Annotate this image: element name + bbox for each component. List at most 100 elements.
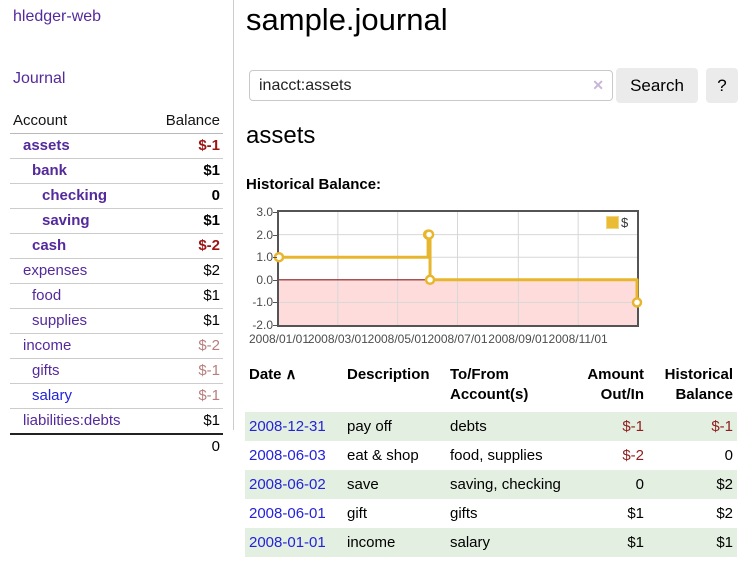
transaction-date-link[interactable]: 2008-06-03 <box>249 447 326 464</box>
chart-x-axis-label: 2008/09/01 <box>488 332 549 346</box>
register-row: 2008-06-02 save saving, checking 0 $2 <box>245 470 737 499</box>
sidebar-accounts-table: Account Balance assets $-1 bank $1 checking 0… <box>10 108 223 459</box>
sort-asc-icon: ∧ <box>285 366 297 383</box>
account-balance: $2 <box>203 262 220 279</box>
cell-amount: $-2 <box>622 447 644 464</box>
account-row: cash $-2 <box>10 234 223 259</box>
account-row: salary $-1 <box>10 384 223 409</box>
register-row: 2008-06-03 eat & shop food, supplies $-2 0 <box>245 441 737 470</box>
search-button[interactable]: Search <box>616 68 698 103</box>
accounts-table-header: Account Balance <box>10 108 223 134</box>
cell-amount: $1 <box>627 534 644 551</box>
column-header-historical: Historical Balance <box>664 366 733 403</box>
chart-y-axis-label: 0.0 <box>256 272 273 287</box>
cell-amount: 0 <box>635 476 644 493</box>
transaction-date-link[interactable]: 2008-06-01 <box>249 505 326 522</box>
account-row: income $-2 <box>10 334 223 359</box>
account-balance: $1 <box>203 162 220 179</box>
account-balance: $1 <box>203 212 220 229</box>
account-link[interactable]: food <box>32 287 62 304</box>
account-balance: $-2 <box>198 237 220 254</box>
account-link[interactable]: income <box>23 337 72 354</box>
account-balance: $1 <box>203 287 220 304</box>
chart-title: Historical Balance: <box>246 176 382 193</box>
chart-x-axis-label: 2008/07/01 <box>427 332 488 346</box>
cell-accounts: food, supplies <box>450 447 543 464</box>
chart-x-axis-label: 2008/03/01 <box>307 332 368 346</box>
search-box: ✕ <box>249 70 613 101</box>
account-link[interactable]: salary <box>32 387 73 404</box>
register-row: 2008-06-01 gift gifts $1 $2 <box>245 499 737 528</box>
chart-x-axis-label: 2008/01/01 <box>248 332 310 346</box>
account-link[interactable]: assets <box>23 137 70 154</box>
register-row: 2008-01-01 income salary $1 $1 <box>245 528 737 557</box>
account-link[interactable]: supplies <box>32 312 88 329</box>
chart-y-axis-label: -1.0 <box>252 295 273 310</box>
cell-amount: $-1 <box>622 418 644 435</box>
chart-y-tick-mark <box>273 257 277 259</box>
account-row: gifts $-1 <box>10 359 223 384</box>
transaction-date-link[interactable]: 2008-12-31 <box>249 418 326 435</box>
account-row: saving $1 <box>10 209 223 234</box>
chart-y-tick-mark <box>273 325 277 326</box>
chart-plot-area <box>273 210 643 327</box>
help-button[interactable]: ? <box>706 68 738 103</box>
brand-link[interactable]: hledger-web <box>13 8 102 25</box>
account-link[interactable]: gifts <box>32 362 60 379</box>
cell-balance: $2 <box>716 505 733 522</box>
account-row: bank $1 <box>10 159 223 184</box>
cell-description: eat & shop <box>347 447 419 464</box>
balance-chart: $ 3.0 2.0 1.0 0.0 -1.0 -2.0 2008/01/01 2008/03/… <box>243 204 703 352</box>
chart-x-axis-label: 2008/11/01 <box>548 332 608 346</box>
legend-swatch-icon <box>606 216 619 229</box>
cell-balance: $2 <box>716 476 733 493</box>
account-row: liabilities:debts $1 <box>10 409 223 433</box>
legend-label: $ <box>621 215 629 230</box>
account-link[interactable]: bank <box>32 162 68 179</box>
cell-description: income <box>347 534 396 551</box>
account-balance: $1 <box>203 312 220 329</box>
chart-x-axis-label: 2008/05/01 <box>367 332 428 346</box>
column-header-description: Description <box>347 366 430 383</box>
chart-y-tick-mark <box>273 234 277 236</box>
account-link[interactable]: expenses <box>23 262 88 279</box>
cell-accounts: debts <box>450 418 487 435</box>
chart-y-axis-label: 1.0 <box>256 250 273 265</box>
account-link[interactable]: checking <box>42 187 108 204</box>
account-balance: $-1 <box>198 362 220 379</box>
accounts-total-value: 0 <box>211 438 220 455</box>
cell-description: pay off <box>347 418 392 435</box>
account-row: assets $-1 <box>10 134 223 159</box>
transaction-date-link[interactable]: 2008-01-01 <box>249 534 326 551</box>
account-heading: assets <box>246 122 316 149</box>
account-balance: $-2 <box>198 337 220 354</box>
cell-balance: $1 <box>716 534 733 551</box>
account-link[interactable]: cash <box>32 237 67 254</box>
cell-description: save <box>347 476 379 493</box>
cell-balance: $-1 <box>711 418 733 435</box>
cell-description: gift <box>347 505 368 522</box>
accounts-header-account: Account <box>13 112 68 129</box>
sidebar-divider <box>233 0 234 430</box>
register-table: Date ∧ Description To/From Account(s) Amount O… <box>245 362 737 557</box>
register-row: 2008-12-31 pay off debts $-1 $-1 <box>245 412 737 441</box>
search-input[interactable] <box>249 70 613 101</box>
account-balance: $-1 <box>198 387 220 404</box>
column-header-tofrom: To/From Account(s) <box>450 366 529 403</box>
account-row: checking 0 <box>10 184 223 209</box>
chart-y-tick-mark <box>273 212 277 213</box>
chart-legend: $ <box>606 215 628 230</box>
account-link[interactable]: saving <box>42 212 90 229</box>
column-header-date[interactable]: Date ∧ <box>249 366 297 383</box>
clear-search-icon[interactable]: ✕ <box>592 77 604 93</box>
account-link[interactable]: liabilities:debts <box>23 412 121 429</box>
account-balance: $1 <box>203 412 220 429</box>
transaction-date-link[interactable]: 2008-06-02 <box>249 476 326 493</box>
account-row: expenses $2 <box>10 259 223 284</box>
nav-journal-link[interactable]: Journal <box>13 70 66 87</box>
account-balance: 0 <box>211 187 220 204</box>
column-header-amount: Amount Out/In <box>587 366 644 403</box>
cell-amount: $1 <box>627 505 644 522</box>
chart-y-tick-mark <box>273 302 277 304</box>
account-row: supplies $1 <box>10 309 223 334</box>
